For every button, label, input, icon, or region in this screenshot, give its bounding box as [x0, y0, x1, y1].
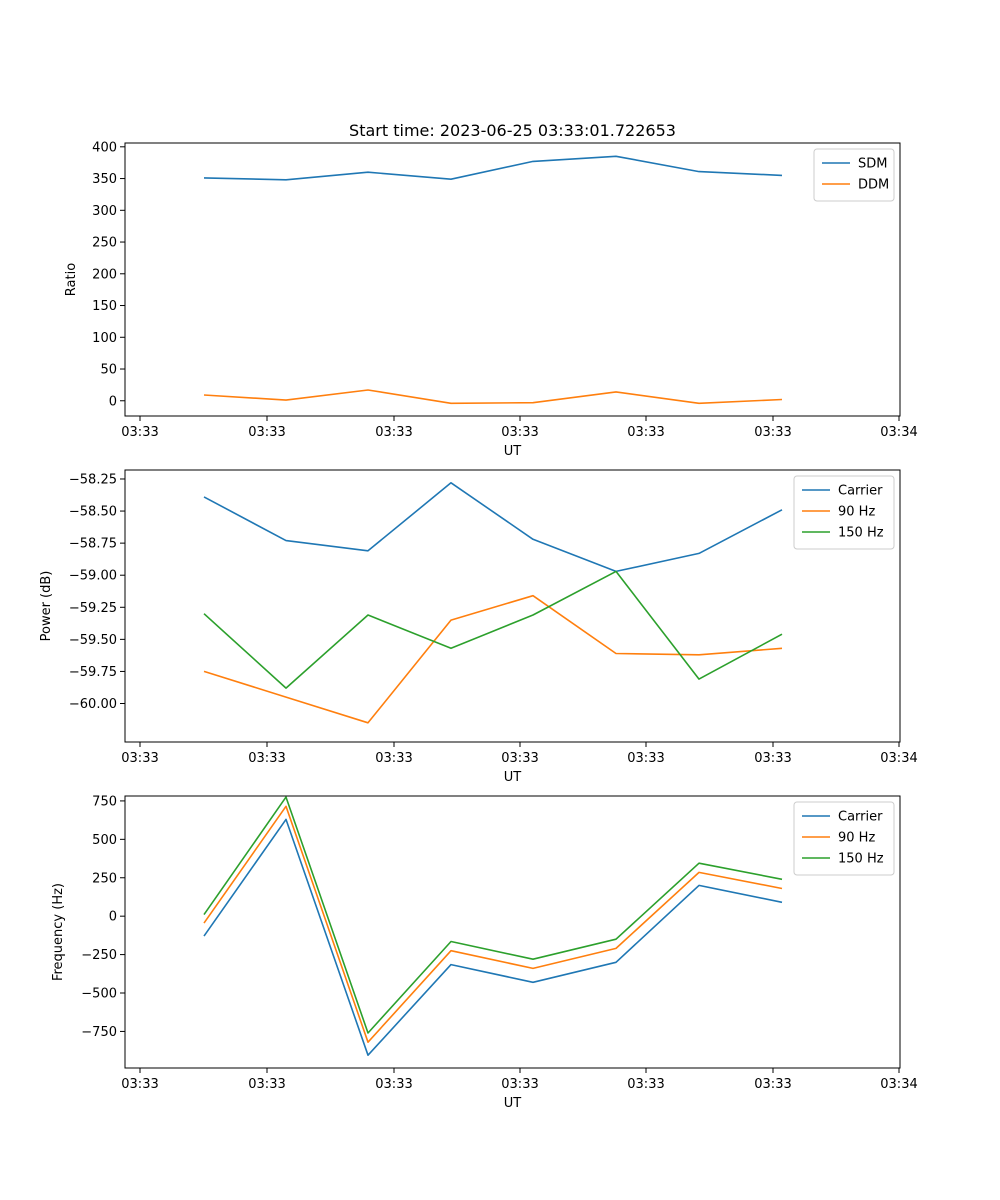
x-tick-label: 03:33 — [375, 1077, 412, 1092]
legend: Carrier 90 Hz 150 Hz — [793, 801, 895, 876]
x-tick-label: 03:33 — [501, 751, 538, 766]
y-axis-label: Frequency (Hz) — [51, 883, 66, 981]
x-tick-label: 03:34 — [880, 1077, 917, 1092]
x-tick-label: 03:33 — [121, 1077, 158, 1092]
chart-panel-2: 03:33 03:33 03:33 03:33 03:33 03:33 03:34 −60.0… — [39, 469, 918, 785]
y-axis-label: Ratio — [64, 263, 79, 296]
y-tick-label: 300 — [92, 204, 117, 219]
y-tick-label: 200 — [92, 267, 117, 282]
series-line-sdm — [203, 155, 783, 181]
y-tick-label: −750 — [81, 1025, 117, 1040]
x-tick-label: 03:33 — [121, 425, 158, 440]
y-tick-label: 150 — [92, 299, 117, 314]
legend: SDM DDM — [813, 148, 895, 202]
x-tick-label: 03:33 — [248, 751, 285, 766]
y-tick-label: 500 — [92, 833, 117, 848]
legend-box — [793, 475, 895, 550]
x-tick-label: 03:33 — [375, 751, 412, 766]
legend: Carrier 90 Hz 150 Hz — [793, 475, 895, 550]
y-tick-label: 50 — [100, 363, 117, 378]
series-line-carrier — [203, 818, 783, 1056]
legend-label-150hz: 150 Hz — [838, 852, 884, 867]
x-tick-label: 03:34 — [880, 751, 917, 766]
x-axis-label: UT — [504, 444, 522, 459]
x-tick-label: 03:33 — [754, 751, 791, 766]
plot-frame — [124, 469, 901, 743]
x-tick-label: 03:33 — [754, 1077, 791, 1092]
y-tick-label: −58.50 — [69, 505, 117, 520]
y-tick-label: 350 — [92, 172, 117, 187]
legend-label-sdm: SDM — [858, 157, 887, 172]
x-tick-label: 03:33 — [627, 751, 664, 766]
y-tick-label: 750 — [92, 794, 117, 809]
legend-label-carrier: Carrier — [838, 810, 883, 825]
legend-label-ddm: DDM — [858, 178, 889, 193]
chart-panel-3: 03:33 03:33 03:33 03:33 03:33 03:33 03:34 −750 −… — [51, 794, 918, 1111]
series-line-90hz — [203, 594, 783, 724]
y-tick-label: 250 — [92, 871, 117, 886]
legend-label-90hz: 90 Hz — [838, 505, 875, 520]
legend-label-carrier: Carrier — [838, 484, 883, 499]
legend-box — [813, 148, 895, 202]
x-tick-label: 03:33 — [627, 425, 664, 440]
y-tick-label: −58.75 — [69, 537, 117, 552]
plot-frame — [124, 795, 901, 1069]
x-tick-label: 03:33 — [375, 425, 412, 440]
series-line-ddm — [203, 389, 783, 405]
x-axis-label: UT — [504, 770, 522, 785]
series-line-90hz — [203, 805, 783, 1043]
y-tick-label: −59.75 — [69, 665, 117, 680]
y-tick-label: 250 — [92, 236, 117, 251]
legend-label-150hz: 150 Hz — [838, 526, 884, 541]
chart-title: Start time: 2023-06-25 03:33:01.722653 — [349, 121, 676, 140]
x-tick-label: 03:33 — [627, 1077, 664, 1092]
legend-label-90hz: 90 Hz — [838, 831, 875, 846]
y-tick-label: 0 — [109, 910, 117, 925]
x-tick-label: 03:33 — [248, 425, 285, 440]
y-tick-label: −59.50 — [69, 633, 117, 648]
y-tick-label: −250 — [81, 948, 117, 963]
series-line-150hz — [203, 796, 783, 1034]
x-tick-label: 03:33 — [248, 1077, 285, 1092]
series-line-carrier — [203, 481, 783, 573]
x-tick-label: 03:34 — [880, 425, 917, 440]
y-axis-label: Power (dB) — [39, 571, 54, 642]
x-tick-label: 03:33 — [121, 751, 158, 766]
y-tick-label: −59.25 — [69, 601, 117, 616]
plot-frame — [124, 142, 901, 417]
legend-box — [793, 801, 895, 876]
y-tick-label: −59.00 — [69, 569, 117, 584]
y-tick-label: −60.00 — [69, 697, 117, 712]
y-tick-label: 400 — [92, 140, 117, 155]
x-tick-label: 03:33 — [754, 425, 791, 440]
chart-panel-1: 03:33 03:33 03:33 03:33 03:33 03:33 03:34 0 50 10… — [64, 140, 918, 459]
series-line-150hz — [203, 570, 783, 689]
y-tick-label: −58.25 — [69, 472, 117, 487]
x-tick-label: 03:33 — [501, 425, 538, 440]
x-axis-label: UT — [504, 1096, 522, 1111]
y-tick-label: 0 — [109, 394, 117, 409]
x-tick-label: 03:33 — [501, 1077, 538, 1092]
y-tick-label: 100 — [92, 331, 117, 346]
y-tick-label: −500 — [81, 987, 117, 1002]
